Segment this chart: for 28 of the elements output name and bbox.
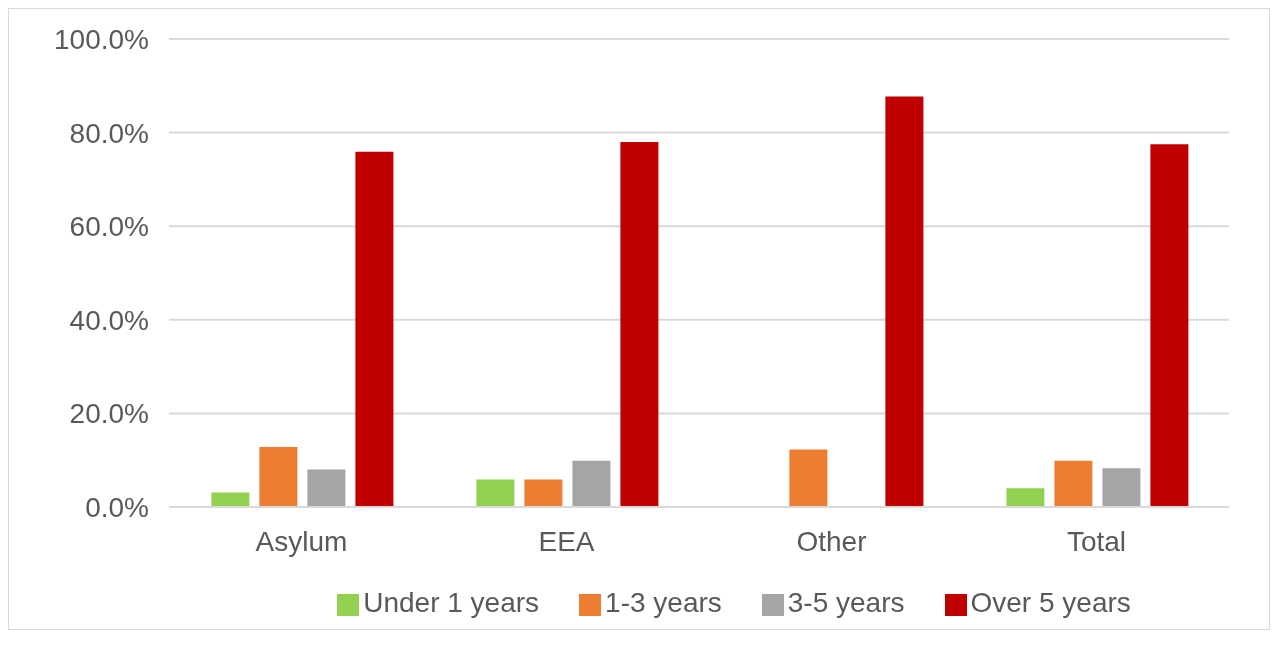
legend-label: Under 1 years <box>363 587 540 618</box>
bar <box>1150 144 1189 507</box>
bar <box>572 460 611 507</box>
y-tick-label: 60.0% <box>69 211 149 243</box>
legend-label: 3-5 years <box>787 587 905 618</box>
y-tick-label: 0.0% <box>85 491 149 523</box>
y-tick-label: 100.0% <box>54 23 149 55</box>
bar <box>1006 488 1045 507</box>
bar <box>259 447 298 507</box>
bar <box>211 492 250 507</box>
y-tick-label: 80.0% <box>69 117 149 149</box>
bar <box>476 479 515 507</box>
bar <box>307 469 346 507</box>
legend-label: 1-3 years <box>605 587 722 618</box>
y-tick-label: 20.0% <box>69 398 149 430</box>
x-tick-label: Other <box>796 525 867 557</box>
legend-label: Over 5 years <box>970 587 1131 618</box>
bar <box>355 151 394 507</box>
bar <box>524 479 563 507</box>
bar <box>885 96 924 507</box>
bar <box>1102 468 1141 507</box>
x-tick-label: Asylum <box>255 525 348 557</box>
x-tick-label: Total <box>1066 525 1127 557</box>
bar <box>1054 460 1093 507</box>
x-tick-label: EEA <box>538 525 595 557</box>
bar <box>789 449 828 507</box>
bar <box>620 141 659 507</box>
y-tick-label: 40.0% <box>69 304 149 336</box>
